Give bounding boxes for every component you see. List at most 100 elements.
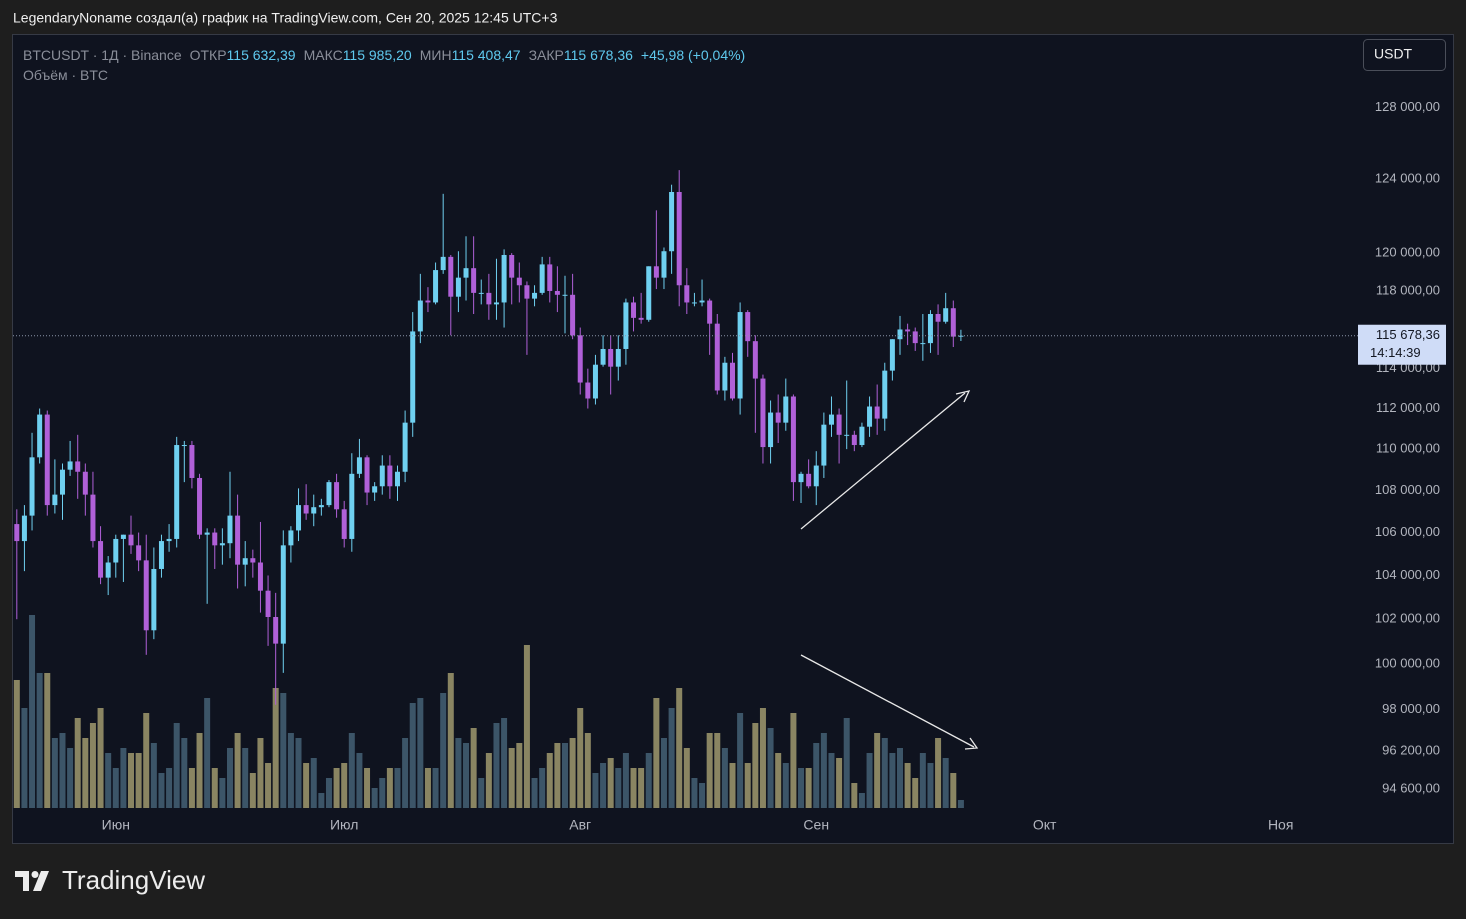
currency-button-label[interactable]: USDT (1374, 46, 1413, 62)
candle-body (486, 292, 492, 305)
candle-body (752, 341, 758, 379)
volume-bar (29, 614, 36, 808)
volume-bar (447, 673, 454, 808)
x-tick-label: Окт (1033, 817, 1057, 833)
candle-body (828, 414, 834, 425)
y-tick-label: 98 000,00 (1382, 701, 1440, 716)
currency-button[interactable] (1363, 39, 1446, 71)
y-tick-label: 120 000,00 (1375, 245, 1440, 260)
volume-bar (554, 743, 561, 808)
candle-body (844, 434, 850, 436)
candle-body (59, 469, 65, 495)
volume-bar (957, 799, 964, 808)
logo-part (31, 871, 39, 878)
candle-body (790, 396, 796, 483)
volume-bar (531, 778, 538, 808)
candle-body (851, 434, 857, 446)
candle-body (958, 335, 964, 337)
trend-arrow-down (800, 654, 975, 748)
legend-row: Объём · BTC (23, 65, 753, 85)
change: +45,98 (+0,04%) (640, 47, 746, 63)
y-tick-label: 108 000,00 (1375, 482, 1440, 497)
candle-body (737, 312, 743, 399)
candle-body (227, 515, 233, 544)
y-tick-label: 110 000,00 (1376, 441, 1440, 456)
volume-bar (478, 778, 485, 808)
volume-bar (470, 728, 477, 808)
marks (13, 170, 964, 808)
candle-body (722, 362, 728, 391)
x-tick-label: Сен (803, 817, 829, 833)
volume-bar (638, 768, 645, 808)
volume-bar (645, 753, 652, 808)
volume-bar (737, 713, 744, 808)
volume-bar (691, 778, 698, 808)
legend-row: BTCUSDT · 1Д · Binance ОТКР115 632,39 МАКС… (23, 45, 753, 65)
volume-bar (463, 743, 470, 808)
candle-body (235, 515, 241, 565)
volume-bar (196, 733, 203, 808)
volume-bar (272, 688, 279, 808)
volume-bar (843, 718, 850, 808)
candle-body (935, 313, 941, 322)
volume-bar (143, 713, 150, 808)
volume-bar (759, 708, 766, 808)
candle-body (288, 530, 294, 546)
candle-body (676, 191, 682, 286)
volume-bar (310, 758, 317, 808)
candle-body (273, 617, 279, 644)
volume-bar (21, 708, 28, 808)
volume-bar (44, 673, 51, 808)
candle-body (463, 268, 469, 278)
candle-body (943, 308, 949, 322)
volume-bar (615, 768, 622, 808)
field-name: МИН (419, 47, 452, 63)
volume-bar (257, 738, 264, 808)
candle-body (516, 277, 522, 286)
candle-body (98, 541, 104, 578)
volume-bar (166, 768, 173, 808)
candle-body (379, 465, 385, 487)
candle-body (623, 302, 629, 349)
last-price-box (1358, 324, 1446, 365)
candle-body (691, 302, 697, 304)
volume-bar (858, 793, 865, 808)
volume-bar (303, 763, 310, 808)
volume-bar (600, 763, 607, 808)
field-value: 115 632,39 (226, 47, 296, 63)
volume-bar (493, 723, 500, 808)
last-price-label: 115 678,36 (1376, 327, 1440, 342)
volume-bar (653, 698, 660, 808)
volume-bar (249, 773, 256, 808)
candle-body (783, 396, 789, 423)
y-tick-label: 106 000,00 (1375, 524, 1440, 539)
candle-body (410, 331, 416, 423)
volume-bar (897, 748, 904, 808)
volume-bar (424, 768, 431, 808)
volume-bar (348, 733, 355, 808)
logo-icon (15, 871, 49, 891)
volume-bar (584, 733, 591, 808)
candle-body (684, 285, 690, 303)
candle-body (745, 312, 751, 342)
candle-body (14, 524, 20, 542)
candle-body (927, 313, 933, 344)
y-tick-label: 118 000,00 (1376, 282, 1440, 297)
candle-body (212, 532, 218, 546)
candle-body (250, 558, 256, 563)
candle-body (730, 362, 735, 399)
volume-bar (82, 738, 89, 808)
candle-body (478, 292, 484, 294)
volume-bar (912, 778, 919, 808)
volume-bar (866, 753, 873, 808)
volume-bar (150, 743, 157, 808)
candle-body (29, 457, 35, 516)
volume-bar (935, 738, 942, 808)
candle-body (798, 473, 804, 483)
candle-body (912, 331, 918, 344)
volume-bar (630, 768, 637, 808)
x-tick-label: Ноя (1268, 817, 1293, 833)
x-tick-label: Июл (330, 817, 358, 833)
